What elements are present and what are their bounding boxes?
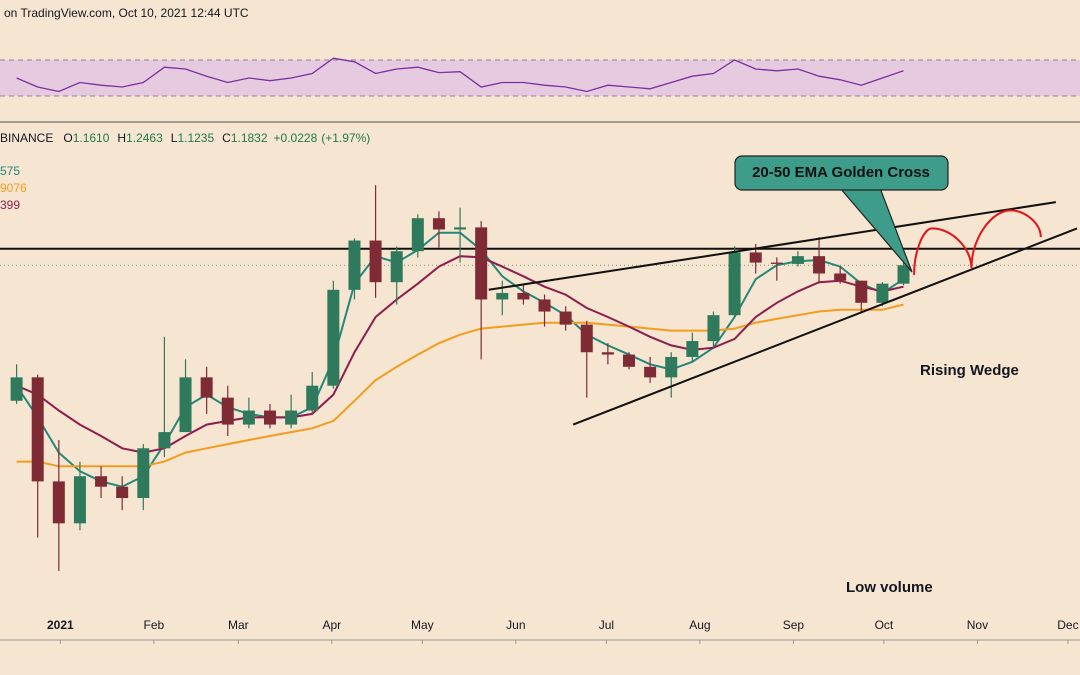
candle-body <box>264 410 276 425</box>
ohlc-label: O <box>63 131 72 145</box>
x-tick-label: Apr <box>322 618 341 632</box>
candle-body <box>813 256 826 274</box>
header: on TradingView.com, Oct 10, 2021 12:44 U… <box>4 6 249 20</box>
candle-body <box>306 385 319 411</box>
candle-body <box>728 252 741 316</box>
legend-entry: 575 <box>0 164 20 178</box>
callout: 20-50 EMA Golden Cross <box>734 155 949 273</box>
rsi-panel <box>0 57 1080 97</box>
candle-body <box>137 448 150 499</box>
candle-body <box>95 476 108 487</box>
candle-body <box>686 341 699 357</box>
candle-body <box>538 299 551 312</box>
ohlc-value: 1.1610 <box>73 131 110 145</box>
ohlc-value: 1.1832 <box>231 131 268 145</box>
candle-body <box>876 283 889 303</box>
candle-body <box>221 397 234 425</box>
candle-body <box>10 377 23 401</box>
symbol: BINANCE <box>0 131 53 145</box>
legend: 575 9076 399 <box>0 164 27 212</box>
x-tick-label: May <box>411 618 434 632</box>
projection-path <box>913 209 1042 275</box>
candle-body <box>665 356 678 378</box>
candle-body <box>834 273 847 281</box>
candle-body <box>390 251 403 283</box>
annotation: Rising Wedge <box>920 362 1019 379</box>
ema-line <box>16 303 904 468</box>
candle-body <box>116 486 129 499</box>
x-tick-label: Oct <box>875 618 894 632</box>
wedge-line <box>488 201 1057 291</box>
candle-body <box>559 311 572 325</box>
candle-body <box>411 218 424 252</box>
x-tick-label: Jun <box>506 618 525 632</box>
candle-body <box>580 324 593 353</box>
x-tick-label: Aug <box>689 618 710 632</box>
candle-body <box>897 265 910 284</box>
candle-body <box>348 240 361 290</box>
ohlc-label: L <box>171 131 178 145</box>
ohlc-label: H <box>117 131 126 145</box>
ohlc-label: C <box>222 131 231 145</box>
candle-body <box>770 262 783 264</box>
candle-body <box>601 352 614 355</box>
change-pct: (+1.97%) <box>321 131 370 145</box>
legend-entry: 9076 <box>0 181 27 195</box>
candle-body <box>707 315 720 342</box>
ohlc-header: BINANCE O1.1610 H1.2463 L1.1235 C1.1832 +0.02… <box>0 131 370 145</box>
candle-body <box>285 410 298 425</box>
callout-box <box>734 155 949 191</box>
candle-body <box>31 377 44 482</box>
candle-body <box>749 252 762 263</box>
legend-entry: 399 <box>0 198 20 212</box>
candle-body <box>517 292 530 300</box>
x-tick-label: Sep <box>783 618 805 632</box>
candle-body <box>327 289 340 386</box>
candle-body <box>475 227 488 300</box>
candle-body <box>791 256 804 264</box>
x-tick-label: Jul <box>599 618 614 632</box>
x-tick-label: Mar <box>228 618 249 632</box>
candle-body <box>369 240 382 283</box>
x-axis: 2021 Feb Mar Apr May Jun Jul Aug Sep Oct Nov Dec <box>47 618 1079 644</box>
candle-body <box>622 354 635 367</box>
candle-body <box>52 481 65 524</box>
candle-body <box>179 377 192 433</box>
change: +0.0228 <box>274 131 318 145</box>
candle-body <box>200 377 213 398</box>
candle-body <box>73 476 86 524</box>
ohlc-value: 1.2463 <box>126 131 163 145</box>
x-tick-label: 2021 <box>47 618 74 632</box>
candle-body <box>158 432 171 449</box>
price-panel <box>0 185 1080 572</box>
ohlc-value: 1.1235 <box>177 131 214 145</box>
callout-text: 20-50 EMA Golden Cross <box>752 164 930 181</box>
candle-body <box>496 292 509 300</box>
annotation: Low volume <box>846 579 933 596</box>
x-tick-label: Dec <box>1057 618 1078 632</box>
candle-body <box>644 366 657 378</box>
candle-body <box>855 280 868 303</box>
x-tick-label: Feb <box>144 618 165 632</box>
candle-body <box>242 410 255 425</box>
wedge-line <box>572 227 1078 426</box>
rsi-line <box>16 57 904 93</box>
candle-body <box>454 227 467 230</box>
candle-body <box>432 218 445 230</box>
rsi-band <box>0 60 1080 96</box>
x-tick-label: Nov <box>967 618 988 632</box>
